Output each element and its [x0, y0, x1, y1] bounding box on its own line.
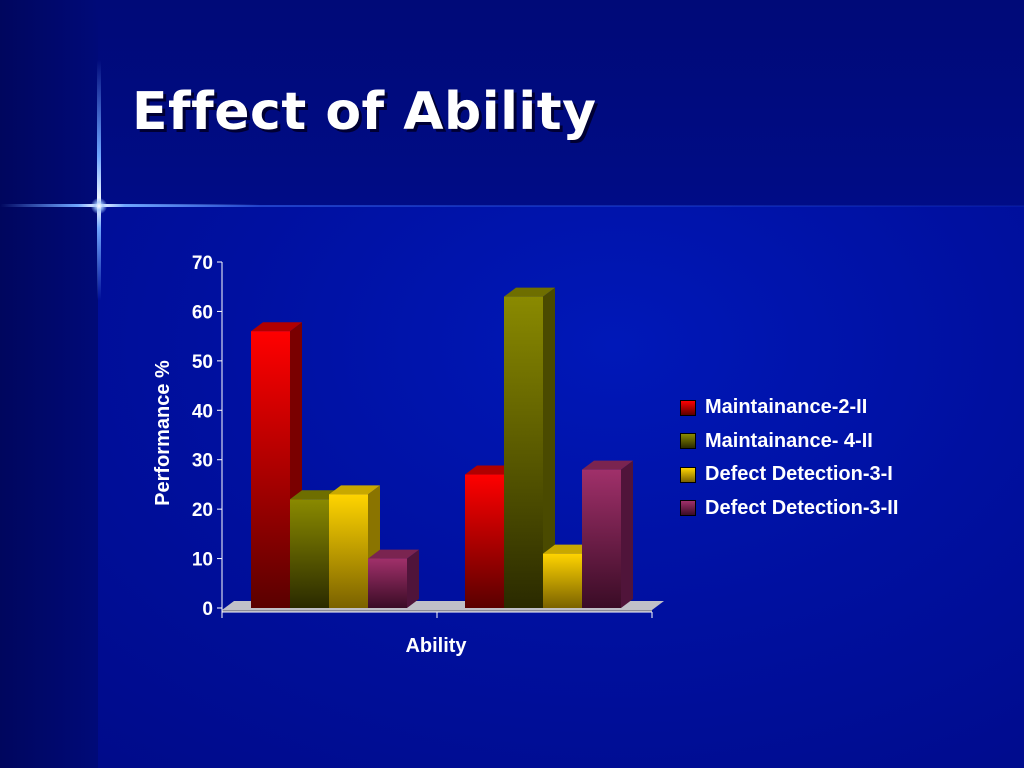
bar-front	[251, 331, 290, 608]
legend-label: Defect Detection-3-I	[705, 463, 893, 486]
bar-side	[407, 549, 419, 608]
bar-2-2	[504, 287, 555, 608]
legend-label: Maintainance-2-II	[705, 396, 868, 419]
bar-top	[465, 465, 516, 475]
y-axis-label: Performance %	[152, 360, 174, 506]
bar-top	[504, 287, 555, 297]
y-tick-label: 30	[192, 451, 213, 472]
chart-bars	[251, 287, 633, 608]
bar-top	[251, 322, 302, 332]
bar-side	[621, 460, 633, 608]
bar-top	[368, 549, 419, 559]
legend-swatch	[680, 433, 696, 450]
bar-front	[582, 469, 621, 608]
legend-item: Maintainance-2-II	[680, 391, 1000, 425]
legend-item: Defect Detection-3-I	[680, 458, 1000, 492]
left-band	[0, 0, 98, 768]
y-tick-label: 70	[192, 253, 213, 274]
bar-front	[504, 296, 543, 608]
bar-top	[582, 460, 633, 470]
chart-axes: 0 10 20 30 40 50 60 70	[192, 253, 653, 620]
sparkle-horizontal	[0, 204, 260, 207]
bar-1-4	[368, 549, 419, 608]
bar-front	[543, 553, 582, 608]
bar-2-4	[582, 460, 633, 608]
y-tick-label: 40	[192, 401, 213, 422]
bar-front	[465, 474, 504, 608]
y-tick-label: 0	[202, 599, 213, 620]
y-tick-label: 60	[192, 302, 213, 323]
chart-legend: Maintainance-2-II Maintainance- 4-II Defec…	[680, 391, 1000, 525]
bar-front	[329, 494, 368, 608]
slide-title: Effect of Ability	[132, 82, 597, 142]
bar-top	[543, 544, 594, 554]
bar-side	[543, 287, 555, 608]
legend-swatch	[680, 399, 696, 416]
legend-swatch	[680, 500, 696, 517]
legend-item: Defect Detection-3-II	[680, 492, 1000, 526]
bar-top	[329, 485, 380, 495]
legend-swatch	[680, 466, 696, 483]
sparkle-vertical	[97, 60, 101, 300]
legend-item: Maintainance- 4-II	[680, 425, 1000, 459]
legend-label: Defect Detection-3-II	[705, 496, 899, 519]
bar-front	[368, 558, 407, 608]
title-divider-line	[98, 205, 1024, 207]
bar-top	[290, 490, 341, 500]
sparkle-star-icon	[91, 198, 107, 214]
legend-label: Maintainance- 4-II	[705, 429, 873, 452]
title-band	[98, 0, 1024, 206]
y-tick-label: 20	[192, 500, 213, 521]
bar-front	[290, 499, 329, 608]
y-tick-label: 50	[192, 352, 213, 373]
x-axis-label: Ability	[405, 635, 467, 657]
bar-1-3	[329, 485, 380, 608]
y-tick-label: 10	[192, 550, 213, 571]
